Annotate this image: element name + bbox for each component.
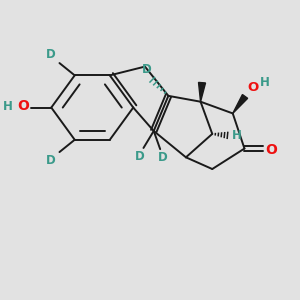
Text: D: D	[46, 154, 56, 167]
Text: D: D	[158, 152, 167, 164]
Text: O: O	[17, 99, 29, 113]
Polygon shape	[199, 82, 206, 102]
Text: H: H	[3, 100, 13, 112]
Polygon shape	[233, 94, 248, 113]
Text: D: D	[46, 48, 56, 61]
Text: D: D	[142, 63, 152, 76]
Text: H: H	[260, 76, 270, 89]
Text: H: H	[232, 130, 242, 142]
Text: O: O	[248, 81, 259, 94]
Text: O: O	[266, 143, 278, 157]
Text: D: D	[135, 150, 145, 163]
